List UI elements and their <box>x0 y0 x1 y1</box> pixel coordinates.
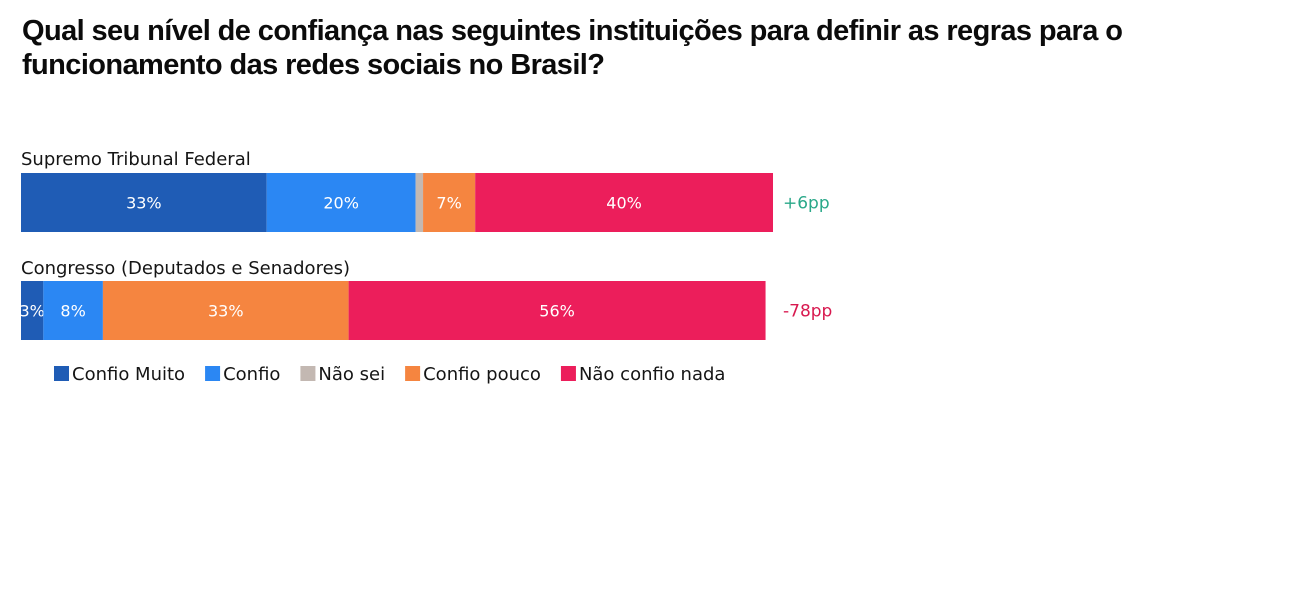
bar-segment <box>475 173 773 232</box>
legend-label: Confio Muito <box>72 364 185 385</box>
data-label: 33% <box>208 302 244 321</box>
category-label: Congresso (Deputados e Senadores) <box>21 258 350 279</box>
legend-swatch <box>560 366 576 381</box>
delta-annotation: -78pp <box>783 302 832 322</box>
legend-label: Não sei <box>318 364 385 385</box>
delta-annotation: +6pp <box>783 194 830 214</box>
data-label: 20% <box>323 194 359 213</box>
legend-label: Confio <box>223 364 280 385</box>
legend-swatch <box>405 366 421 381</box>
bar-segment <box>348 281 766 340</box>
data-label: 33% <box>126 194 162 213</box>
data-label: 40% <box>606 194 642 213</box>
legend-swatch <box>300 366 316 381</box>
bar-segment <box>21 173 267 232</box>
data-label: 8% <box>60 302 85 321</box>
data-label: 56% <box>539 302 575 321</box>
bar-segment <box>266 173 416 232</box>
bar-segment <box>423 173 476 232</box>
legend-label: Confio pouco <box>423 364 541 385</box>
legend-label: Não confio nada <box>579 364 726 385</box>
data-label: 7% <box>436 194 461 213</box>
legend-swatch <box>205 366 221 381</box>
legend-swatch <box>54 366 69 381</box>
chart-title: Qual seu nível de confiança nas seguinte… <box>22 15 1123 81</box>
bar-segment <box>415 173 424 232</box>
bar-segment <box>102 281 349 340</box>
bar-segment <box>43 281 103 340</box>
category-label: Supremo Tribunal Federal <box>21 149 251 170</box>
bar-segment <box>21 281 44 340</box>
data-label: 3% <box>19 302 44 321</box>
